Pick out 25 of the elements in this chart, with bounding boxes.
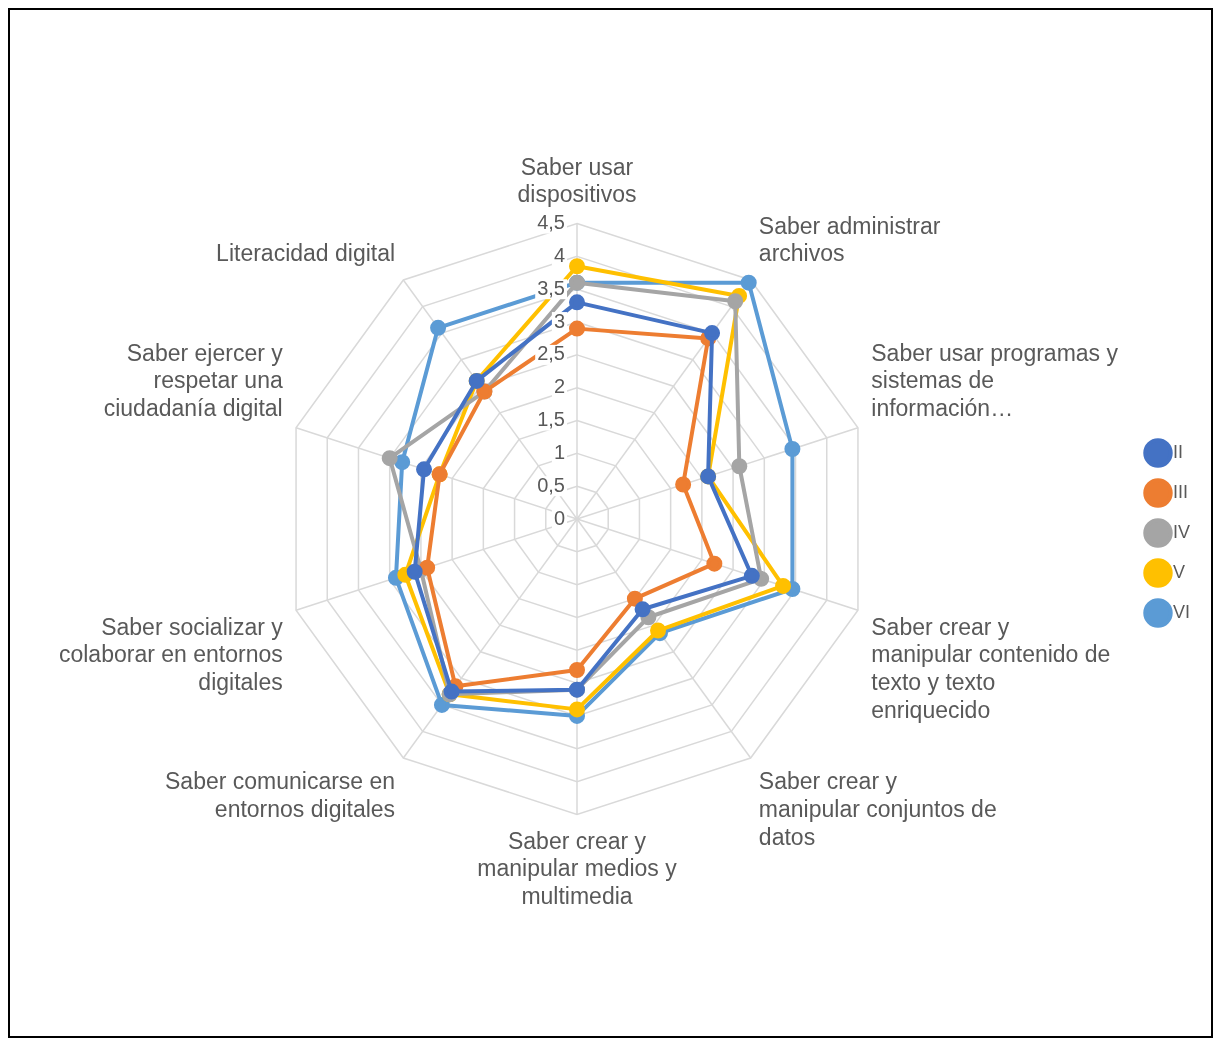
y-tick-label: 1 [553, 440, 565, 463]
y-tick-label: 1,5 [537, 408, 565, 431]
y-tick-label: 0,5 [537, 473, 565, 496]
y-tick-label: 0 [553, 506, 565, 529]
y-tick-label: 4,5 [537, 211, 565, 234]
legend-label: III [1172, 481, 1189, 502]
legend-label: V [1172, 561, 1186, 582]
spoke-label: Saber ejercer y respetar una ciudadanía digital [103, 339, 284, 421]
y-tick-label: 2 [553, 375, 565, 398]
y-tick-label: 2,5 [537, 342, 565, 365]
spoke-label: Saber crear y manipular conjuntos de datos [758, 768, 997, 850]
legend-label: II [1172, 441, 1184, 462]
spoke-label: Saber crear y manipular medios y multimedia [477, 827, 678, 909]
legend-label: VI [1172, 601, 1191, 622]
spoke-label: Saber usar programas y sistemas de información… [871, 339, 1119, 421]
y-tick-label: 4 [553, 243, 565, 266]
y-tick-label: 3 [553, 309, 565, 332]
y-tick-label: 3,5 [537, 276, 565, 299]
spoke-label: Saber comunicarse en entornos digitales [165, 768, 396, 823]
spoke-label: Saber administrar archivos [758, 212, 941, 267]
legend-label: IV [1172, 521, 1191, 542]
spoke-label: Saber socializar y colaborar en entornos digitales [58, 613, 284, 695]
spoke-label: Literacidad digital [216, 240, 396, 267]
spoke-label: Saber usar dispositivos [517, 153, 637, 208]
spoke-label: Saber crear y manipular contenido de texto y texto enriquecido [871, 613, 1111, 723]
